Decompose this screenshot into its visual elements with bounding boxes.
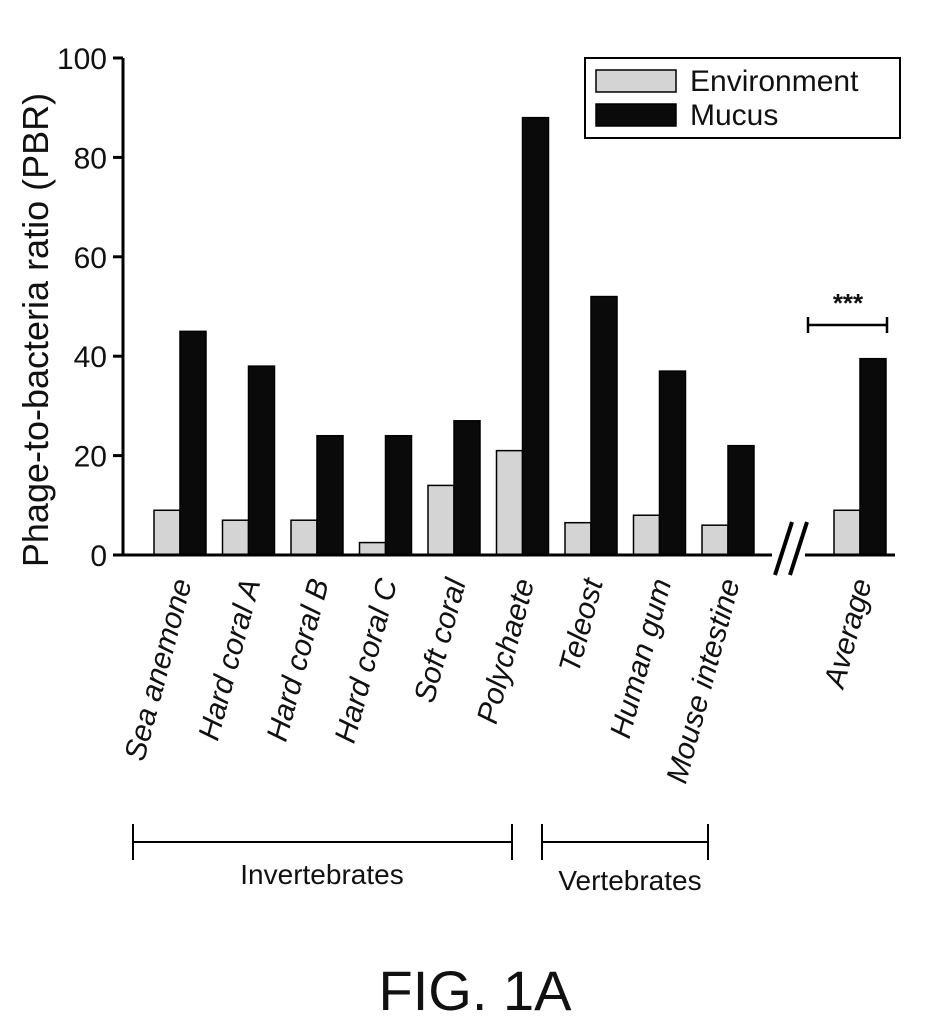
category-labels-layer: Sea anemoneHard coral AHard coral BHard … bbox=[119, 574, 879, 787]
legend-label-environment: Environment bbox=[690, 65, 859, 98]
x-tick-label-teleost: Teleost bbox=[553, 574, 610, 677]
bars-layer bbox=[154, 118, 886, 555]
bar-environment-hard-coral-a bbox=[223, 520, 249, 555]
bar-chart: 020406080100 Sea anemoneHard coral AHard… bbox=[0, 0, 927, 1024]
bar-environment-soft-coral bbox=[428, 485, 454, 555]
bar-environment-average bbox=[834, 510, 860, 555]
axis-break-mark bbox=[775, 522, 792, 575]
x-tick-label-average: Average bbox=[818, 575, 879, 693]
y-tick-label: 40 bbox=[74, 341, 107, 374]
group-brackets-layer: Invertebrates Vertebrates bbox=[133, 824, 708, 896]
bar-environment-hard-coral-b bbox=[291, 520, 317, 555]
legend: EnvironmentMucus bbox=[585, 58, 900, 138]
bar-environment-mouse-intestine bbox=[702, 525, 728, 555]
y-tick-label: 100 bbox=[57, 43, 107, 76]
bar-mucus-sea-anemone bbox=[180, 331, 206, 555]
bar-environment-polychaete bbox=[497, 451, 523, 555]
group-label-vertebrates: Vertebrates bbox=[558, 865, 701, 896]
legend-label-mucus: Mucus bbox=[690, 99, 778, 132]
bar-environment-hard-coral-c bbox=[360, 543, 386, 555]
group-label-invertebrates: Invertebrates bbox=[240, 859, 403, 890]
x-tick-label-hard-coral-b: Hard coral B bbox=[261, 575, 336, 745]
y-ticks-layer: 0 20 40 60 80 100 bbox=[57, 43, 123, 573]
bar-mucus-human-gum bbox=[660, 371, 686, 555]
x-tick-label-polychaete: Polychaete bbox=[471, 575, 541, 727]
bar-mucus-hard-coral-b bbox=[317, 436, 343, 555]
x-tick-label-mouse-intestine: Mouse intestine bbox=[661, 575, 747, 787]
significance-label: *** bbox=[833, 288, 864, 318]
legend-swatch-mucus bbox=[596, 104, 676, 126]
figure-caption: FIG. 1A bbox=[379, 959, 573, 1022]
bar-mucus-mouse-intestine bbox=[728, 446, 754, 555]
y-axis-label: Phage-to-bacteria ratio (PBR) bbox=[15, 93, 56, 567]
bar-mucus-soft-coral bbox=[454, 421, 480, 555]
bar-environment-human-gum bbox=[634, 515, 660, 555]
axis-break-mark bbox=[790, 522, 807, 575]
y-tick-label: 20 bbox=[74, 441, 107, 474]
annotations-layer: *** bbox=[808, 288, 887, 333]
y-tick-label: 60 bbox=[74, 242, 107, 275]
bar-environment-sea-anemone bbox=[154, 510, 180, 555]
x-tick-label-sea-anemone: Sea anemone bbox=[119, 575, 199, 764]
bar-mucus-hard-coral-c bbox=[386, 436, 412, 555]
x-tick-label-hard-coral-c: Hard coral C bbox=[329, 575, 405, 747]
bar-mucus-hard-coral-a bbox=[249, 366, 275, 555]
x-tick-label-human-gum: Human gum bbox=[604, 575, 678, 741]
x-tick-label-soft-coral: Soft coral bbox=[408, 574, 473, 706]
y-tick-label: 0 bbox=[90, 540, 107, 573]
x-tick-label-hard-coral-a: Hard coral A bbox=[193, 575, 268, 744]
chart-figure: 020406080100 Sea anemoneHard coral AHard… bbox=[0, 0, 927, 1024]
bar-environment-teleost bbox=[565, 523, 591, 555]
y-tick-label: 80 bbox=[74, 142, 107, 175]
bar-mucus-polychaete bbox=[523, 118, 549, 555]
bar-mucus-average bbox=[860, 359, 886, 555]
bar-mucus-teleost bbox=[591, 297, 617, 555]
legend-swatch-environment bbox=[596, 70, 676, 92]
